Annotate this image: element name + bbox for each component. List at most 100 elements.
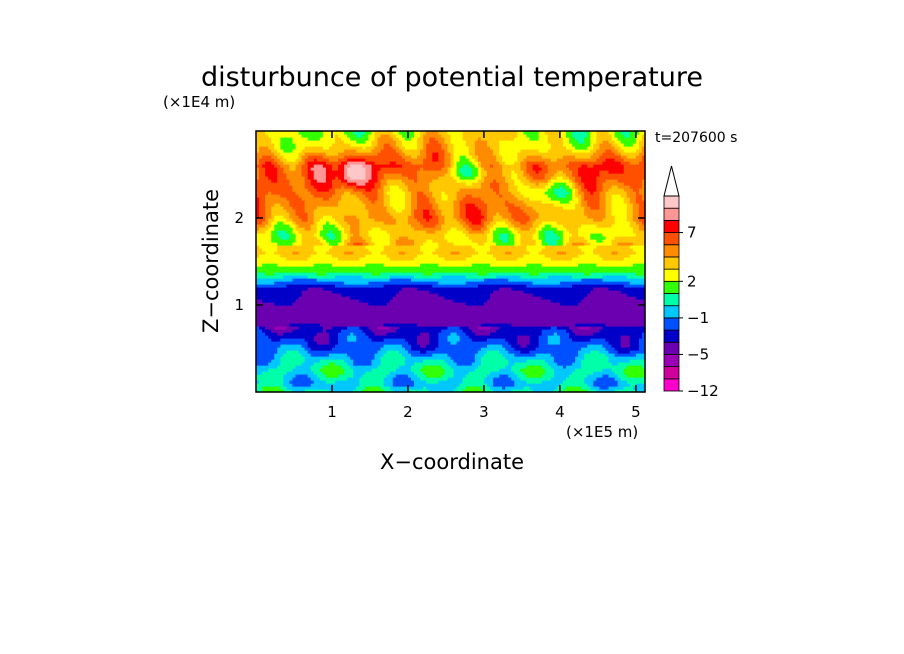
field-cell [490, 302, 494, 306]
field-cell [265, 317, 269, 321]
field-cell [441, 338, 446, 342]
field-cell [432, 275, 436, 279]
field-cell [374, 278, 379, 282]
field-cell [438, 374, 442, 378]
field-cell [459, 308, 464, 312]
field-cell [435, 338, 439, 342]
field-cell [523, 323, 528, 327]
field-cell [477, 359, 482, 363]
field-cell [429, 383, 433, 387]
field-cell [617, 368, 622, 372]
field-cell [520, 317, 525, 321]
field-cell [368, 314, 373, 318]
field-cell [344, 278, 348, 282]
field-cell [423, 356, 427, 360]
field-cell [514, 383, 518, 387]
field-cell [277, 302, 281, 306]
field-cell [268, 374, 272, 378]
field-cell [565, 281, 570, 285]
field-cell [262, 305, 266, 309]
field-cell [468, 374, 473, 378]
field-cell [271, 368, 275, 372]
field-cell [590, 329, 594, 333]
field-cell [517, 341, 521, 345]
field-cell [341, 311, 345, 315]
field-cell [620, 350, 625, 354]
field-cell [322, 320, 327, 324]
field-cell [289, 362, 294, 366]
field-cell [274, 344, 278, 348]
field-cell [480, 362, 485, 366]
field-cell [347, 389, 351, 393]
field-cell [262, 287, 266, 291]
field-cell [383, 275, 388, 279]
field-cell [365, 374, 370, 378]
field-cell [559, 329, 564, 333]
field-cell [453, 296, 458, 300]
field-cell [499, 323, 503, 327]
field-cell [465, 338, 470, 342]
field-cell [417, 308, 421, 312]
field-cell [459, 374, 464, 378]
field-cell [565, 335, 570, 339]
field-cell [368, 362, 373, 366]
field-cell [307, 383, 312, 387]
field-cell [271, 335, 275, 339]
field-cell [407, 359, 412, 363]
field-cell [514, 287, 518, 291]
field-cell [265, 374, 269, 378]
field-cell [350, 341, 354, 345]
field-cell [526, 305, 531, 309]
field-cell [374, 368, 379, 372]
field-cell [617, 326, 622, 330]
field-cell [429, 332, 433, 336]
field-cell [316, 356, 321, 360]
field-cell [262, 377, 266, 381]
field-cell [380, 332, 385, 336]
field-cell [338, 278, 342, 282]
field-cell [350, 305, 354, 309]
field-cell [359, 317, 363, 321]
field-cell [535, 284, 540, 288]
field-cell [292, 296, 297, 300]
field-cell [638, 296, 643, 300]
field-cell [292, 368, 297, 372]
field-cell [486, 341, 491, 345]
field-cell [590, 311, 594, 315]
field-cell [602, 359, 607, 363]
field-cell [341, 284, 345, 288]
field-cell [584, 326, 588, 330]
field-cell [325, 293, 330, 297]
field-cell [499, 290, 503, 294]
field-cell [641, 278, 646, 282]
field-cell [383, 350, 388, 354]
field-cell [517, 296, 521, 300]
field-cell [289, 308, 294, 312]
field-cell [581, 284, 585, 288]
field-cell [298, 299, 303, 303]
field-cell [310, 353, 315, 357]
field-cell [632, 299, 637, 303]
field-cell [447, 347, 452, 351]
field-cell [626, 335, 631, 339]
field-cell [374, 290, 379, 294]
field-cell [319, 326, 324, 330]
field-cell [565, 329, 570, 333]
field-cell [417, 287, 421, 291]
field-cell [611, 278, 616, 282]
field-cell [307, 380, 312, 384]
field-cell [477, 338, 482, 342]
field-cell [538, 299, 543, 303]
field-cell [453, 278, 458, 282]
field-cell [283, 356, 287, 360]
field-cell [626, 293, 631, 297]
field-cell [535, 317, 540, 321]
field-cell [480, 293, 485, 297]
field-cell [505, 311, 509, 315]
field-cell [623, 335, 628, 339]
field-cell [523, 317, 528, 321]
field-cell [508, 278, 512, 282]
field-cell [474, 281, 479, 285]
field-cell [562, 305, 567, 309]
field-cell [587, 374, 591, 378]
